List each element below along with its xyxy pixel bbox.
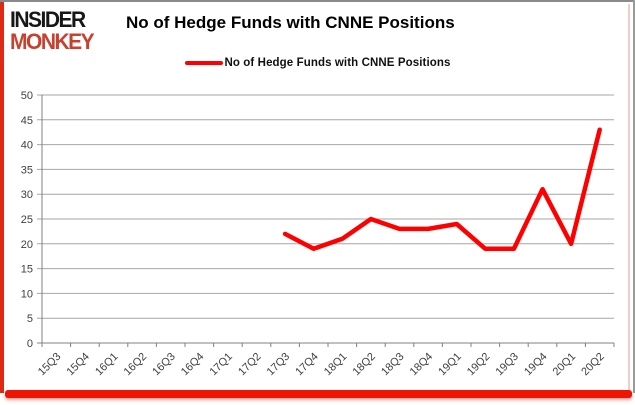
y-axis-label: 15 bbox=[21, 264, 33, 276]
y-axis-label: 25 bbox=[21, 214, 33, 226]
x-axis-label: 16Q4 bbox=[179, 351, 207, 379]
x-axis-label: 18Q3 bbox=[379, 351, 407, 379]
x-axis-label: 16Q2 bbox=[122, 351, 150, 379]
series-line bbox=[282, 127, 602, 252]
x-axis-label: 18Q4 bbox=[408, 351, 436, 379]
insider-monkey-logo: INSIDER MONKEY bbox=[10, 7, 95, 55]
frame-right-border bbox=[633, 0, 635, 393]
x-axis-label: 18Q1 bbox=[322, 351, 350, 379]
x-axis-label: 19Q2 bbox=[465, 351, 493, 379]
x-axis-label: 19Q3 bbox=[493, 351, 521, 379]
logo-monkey-text: MONKEY bbox=[10, 29, 95, 55]
x-axis-label: 17Q1 bbox=[207, 351, 235, 379]
x-axis-label: 20Q1 bbox=[551, 351, 579, 379]
chart-legend: No of Hedge Funds with CNNE Positions bbox=[184, 57, 450, 69]
frame-right-inner-border bbox=[628, 4, 630, 391]
x-axis-label: 17Q4 bbox=[293, 351, 321, 379]
y-axis-label: 45 bbox=[21, 115, 33, 127]
x-axis-label: 17Q2 bbox=[236, 351, 264, 379]
frame-top-border bbox=[0, 0, 635, 2]
chart-title: No of Hedge Funds with CNNE Positions bbox=[126, 13, 455, 32]
y-axis-label: 20 bbox=[21, 239, 33, 251]
x-axis-label: 15Q3 bbox=[36, 351, 64, 379]
frame-bottom-border bbox=[5, 390, 632, 398]
frame-left-border bbox=[0, 2, 4, 393]
y-axis-label: 5 bbox=[27, 313, 33, 325]
y-axis-label: 0 bbox=[27, 338, 33, 350]
x-axis-label: 16Q3 bbox=[150, 351, 178, 379]
legend-line-marker bbox=[184, 61, 223, 65]
x-axis-label: 18Q2 bbox=[350, 351, 378, 379]
x-axis-label: 19Q1 bbox=[436, 351, 464, 379]
x-axis-label: 19Q4 bbox=[522, 351, 550, 379]
logo-insider-text: INSIDER bbox=[10, 7, 86, 33]
y-axis-label: 40 bbox=[21, 140, 33, 152]
y-axis-label: 30 bbox=[21, 189, 33, 201]
x-axis-label: 16Q1 bbox=[93, 351, 121, 379]
x-axis-label: 17Q3 bbox=[265, 351, 293, 379]
x-axis-label: 20Q2 bbox=[579, 351, 607, 379]
x-axis-label: 15Q4 bbox=[64, 351, 92, 379]
legend-label: No of Hedge Funds with CNNE Positions bbox=[224, 57, 451, 69]
y-axis-label: 50 bbox=[21, 90, 33, 102]
y-axis-label: 35 bbox=[21, 164, 33, 176]
y-axis-label: 10 bbox=[21, 288, 33, 300]
